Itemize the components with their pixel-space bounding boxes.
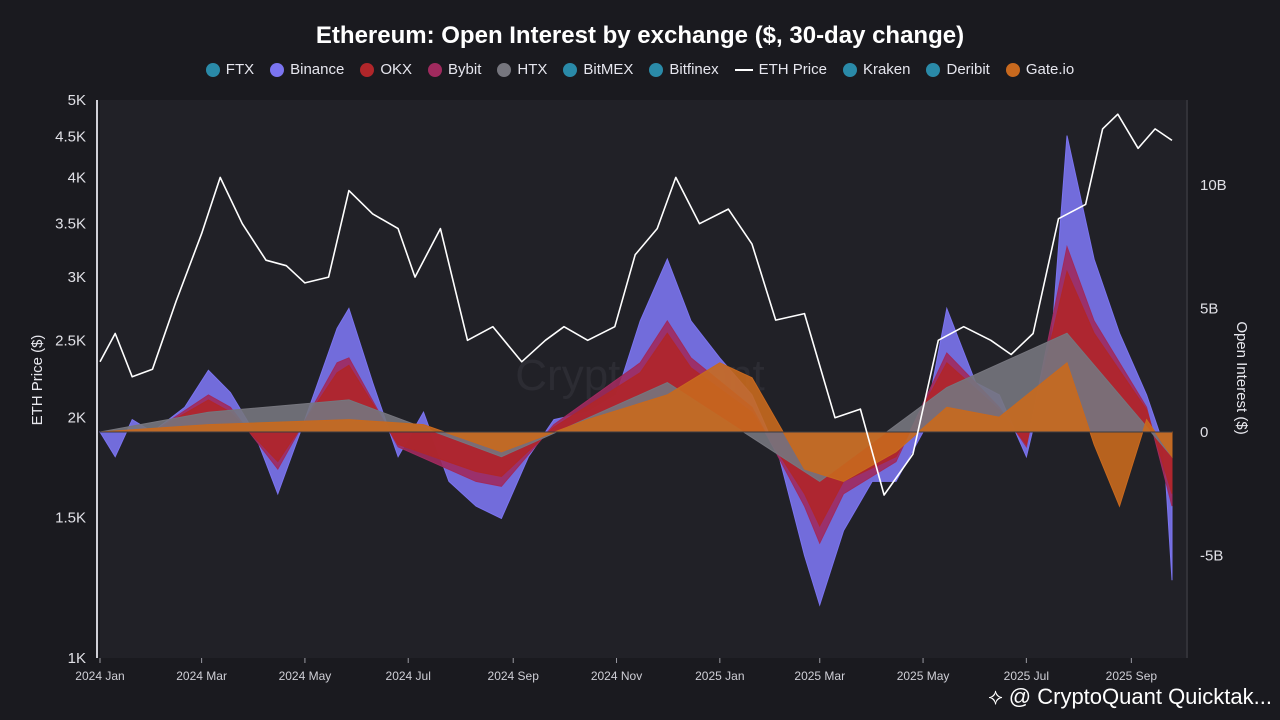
legend-item-bybit[interactable]: Bybit — [428, 61, 481, 78]
legend-swatch — [360, 62, 375, 77]
legend-swatch — [270, 62, 285, 77]
y-left-axis-title: ETH Price ($) — [29, 335, 46, 426]
legend-swatch — [734, 68, 753, 71]
y-left-tick-label: 5K — [68, 92, 86, 109]
series-area-gate-io — [99, 361, 1173, 508]
legend-label: Kraken — [862, 61, 911, 78]
x-tick-label: 2024 Jul — [386, 669, 431, 683]
legend-label: BitMEX — [583, 61, 634, 78]
y-right-tick-label: -5B — [1200, 548, 1223, 565]
y-left-tick-label: 3.5K — [55, 216, 86, 233]
x-tick-label: 2025 May — [897, 669, 950, 683]
chart-title: Ethereum: Open Interest by exchange ($, … — [315, 22, 965, 49]
legend-label: Bitfinex — [669, 61, 719, 78]
y-right-tick-label: 5B — [1200, 301, 1218, 318]
y-right-tick-label: 10B — [1200, 177, 1227, 194]
x-tick-label: 2024 Mar — [176, 669, 227, 683]
y-right-tick-label: 0 — [1200, 424, 1208, 441]
binance-logo-icon: ⟡ — [988, 684, 1003, 709]
y-left-tick-label: 1.5K — [55, 509, 86, 526]
chart-legend: FTX Binance OKX Bybit HTX BitMEX Bitfinex ETH P… — [0, 61, 1280, 78]
y-left-tick-label: 3K — [68, 269, 86, 286]
legend-item-ftx[interactable]: FTX — [205, 61, 255, 78]
legend-item-bitfinex[interactable]: Bitfinex — [649, 61, 719, 78]
x-tick-label: 2025 Jul — [1004, 669, 1049, 683]
legend-label: Binance — [290, 61, 345, 78]
legend-label: Gate.io — [1025, 61, 1075, 78]
legend-swatch — [1005, 62, 1020, 77]
brand-text: @ CryptoQuant Quicktak... — [1008, 684, 1272, 709]
x-tick-label: 2024 Jan — [75, 669, 124, 683]
y-right-axis-title: Open Interest ($) — [1233, 321, 1250, 434]
legend-label: ETH Price — [758, 61, 827, 78]
legend-swatch — [842, 62, 857, 77]
legend-label: OKX — [380, 61, 413, 78]
legend-item-bitmex[interactable]: BitMEX — [563, 61, 633, 78]
y-left-tick-label: 2.5K — [55, 332, 86, 349]
x-tick-label: 2025 Sep — [1106, 669, 1158, 683]
brand-footer: ⟡ @ CryptoQuant Quicktak... — [988, 684, 1272, 710]
legend-item-binance[interactable]: Binance — [270, 61, 344, 78]
x-tick-label: 2024 Sep — [488, 669, 540, 683]
y-left-tick-label: 4.5K — [55, 129, 86, 146]
y-left-tick-label: 2K — [68, 410, 86, 427]
legend-label: FTX — [225, 61, 255, 78]
legend-item-kraken[interactable]: Kraken — [842, 61, 911, 78]
legend-label: Deribit — [946, 61, 990, 78]
legend-swatch — [926, 62, 941, 77]
x-tick-label: 2024 May — [279, 669, 332, 683]
x-tick-label: 2025 Jan — [695, 669, 744, 683]
legend-swatch — [649, 62, 664, 77]
legend-item-eth-price[interactable]: ETH Price — [734, 61, 827, 78]
legend-label: HTX — [517, 61, 548, 78]
x-tick-label: 2024 Nov — [591, 669, 642, 683]
legend-item-htx[interactable]: HTX — [497, 61, 547, 78]
legend-swatch — [205, 62, 220, 77]
x-tick-label: 2025 Mar — [794, 669, 845, 683]
y-left-tick-label: 4K — [68, 169, 86, 186]
legend-item-okx[interactable]: OKX — [360, 61, 412, 78]
legend-label: Bybit — [448, 61, 482, 78]
legend-swatch — [428, 62, 443, 77]
y-left-tick-label: 1K — [68, 650, 86, 667]
legend-item-gate-io[interactable]: Gate.io — [1005, 61, 1075, 78]
eth-price-line — [99, 113, 1173, 496]
legend-item-deribit[interactable]: Deribit — [926, 61, 990, 78]
legend-swatch — [497, 62, 512, 77]
legend-swatch — [563, 62, 578, 77]
